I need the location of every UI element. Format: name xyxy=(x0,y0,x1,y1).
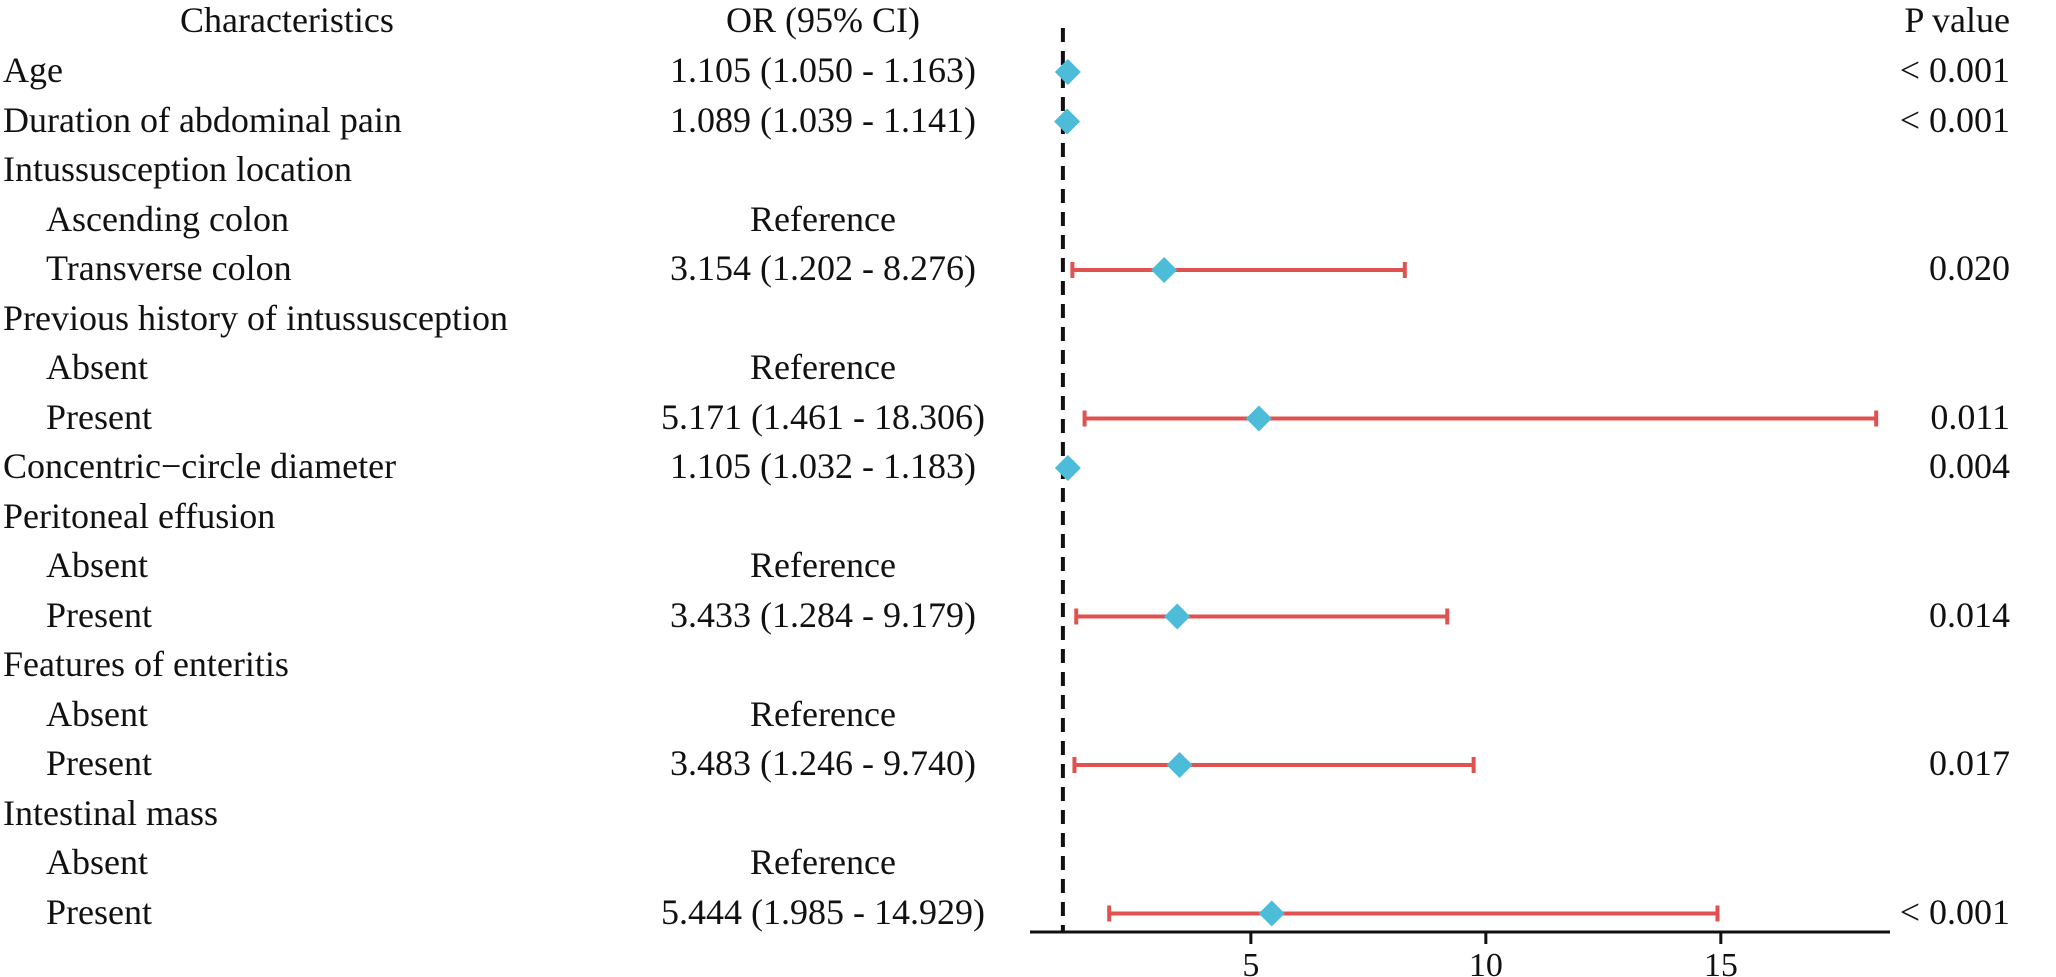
or-ci-value: 3.433 (1.284 - 9.179) xyxy=(670,594,976,635)
or-ci-value: 1.105 (1.032 - 1.183) xyxy=(670,446,976,486)
p-value: < 0.001 xyxy=(1899,99,2010,140)
row-label: Intussusception location xyxy=(3,149,352,189)
or-marker xyxy=(1151,257,1178,283)
or-marker xyxy=(1054,108,1081,135)
row-label: Absent xyxy=(46,842,148,882)
reference-label: Reference xyxy=(750,842,896,882)
row-label: Absent xyxy=(46,347,148,387)
or-marker xyxy=(1054,455,1081,481)
p-value: 0.017 xyxy=(1929,743,2010,783)
reference-label: Reference xyxy=(750,198,896,239)
reference-label: Reference xyxy=(750,347,896,387)
p-value: 0.014 xyxy=(1929,594,2010,635)
row-label: Present xyxy=(46,594,152,635)
reference-label: Reference xyxy=(750,693,896,734)
or-marker xyxy=(1166,752,1193,778)
row-label: Concentric−circle diameter xyxy=(3,446,397,486)
or-ci-value: 5.171 (1.461 - 18.306) xyxy=(661,396,985,437)
p-value: < 0.001 xyxy=(1899,891,2010,932)
or-ci-value: 5.444 (1.985 - 14.929) xyxy=(661,891,985,932)
row-label: Absent xyxy=(46,693,148,734)
header-or: OR (95% CI) xyxy=(726,0,920,40)
row-label: Transverse colon xyxy=(46,248,292,288)
or-ci-value: 1.105 (1.050 - 1.163) xyxy=(670,50,976,90)
or-ci-value: 3.154 (1.202 - 8.276) xyxy=(670,248,976,288)
or-ci-value: 3.483 (1.246 - 9.740) xyxy=(670,743,976,783)
or-marker xyxy=(1258,900,1285,927)
x-tick-label: 10 xyxy=(1469,947,1503,977)
p-value: 0.011 xyxy=(1930,396,2010,437)
row-label: Duration of abdominal pain xyxy=(3,99,402,140)
header-p-value: P value xyxy=(1904,0,2010,40)
header-characteristics: Characteristics xyxy=(180,0,394,40)
row-label: Present xyxy=(46,396,152,437)
p-value: < 0.001 xyxy=(1899,50,2010,90)
p-value: 0.004 xyxy=(1929,446,2010,486)
row-label: Present xyxy=(46,743,152,783)
row-label: Age xyxy=(3,50,63,90)
p-value: 0.020 xyxy=(1929,248,2010,288)
or-marker xyxy=(1054,59,1081,85)
or-marker xyxy=(1164,603,1191,630)
x-tick-label: 5 xyxy=(1242,947,1259,977)
row-label: Ascending colon xyxy=(46,198,289,239)
x-tick-label: 15 xyxy=(1704,947,1738,977)
or-ci-value: 1.089 (1.039 - 1.141) xyxy=(670,99,976,140)
row-label: Peritoneal effusion xyxy=(3,495,276,536)
reference-label: Reference xyxy=(750,545,896,585)
row-label: Intestinal mass xyxy=(3,792,218,833)
or-marker xyxy=(1245,405,1272,432)
row-label: Features of enteritis xyxy=(3,644,289,684)
row-label: Present xyxy=(46,891,152,932)
row-label: Previous history of intussusception xyxy=(3,297,508,338)
row-label: Absent xyxy=(46,545,148,585)
